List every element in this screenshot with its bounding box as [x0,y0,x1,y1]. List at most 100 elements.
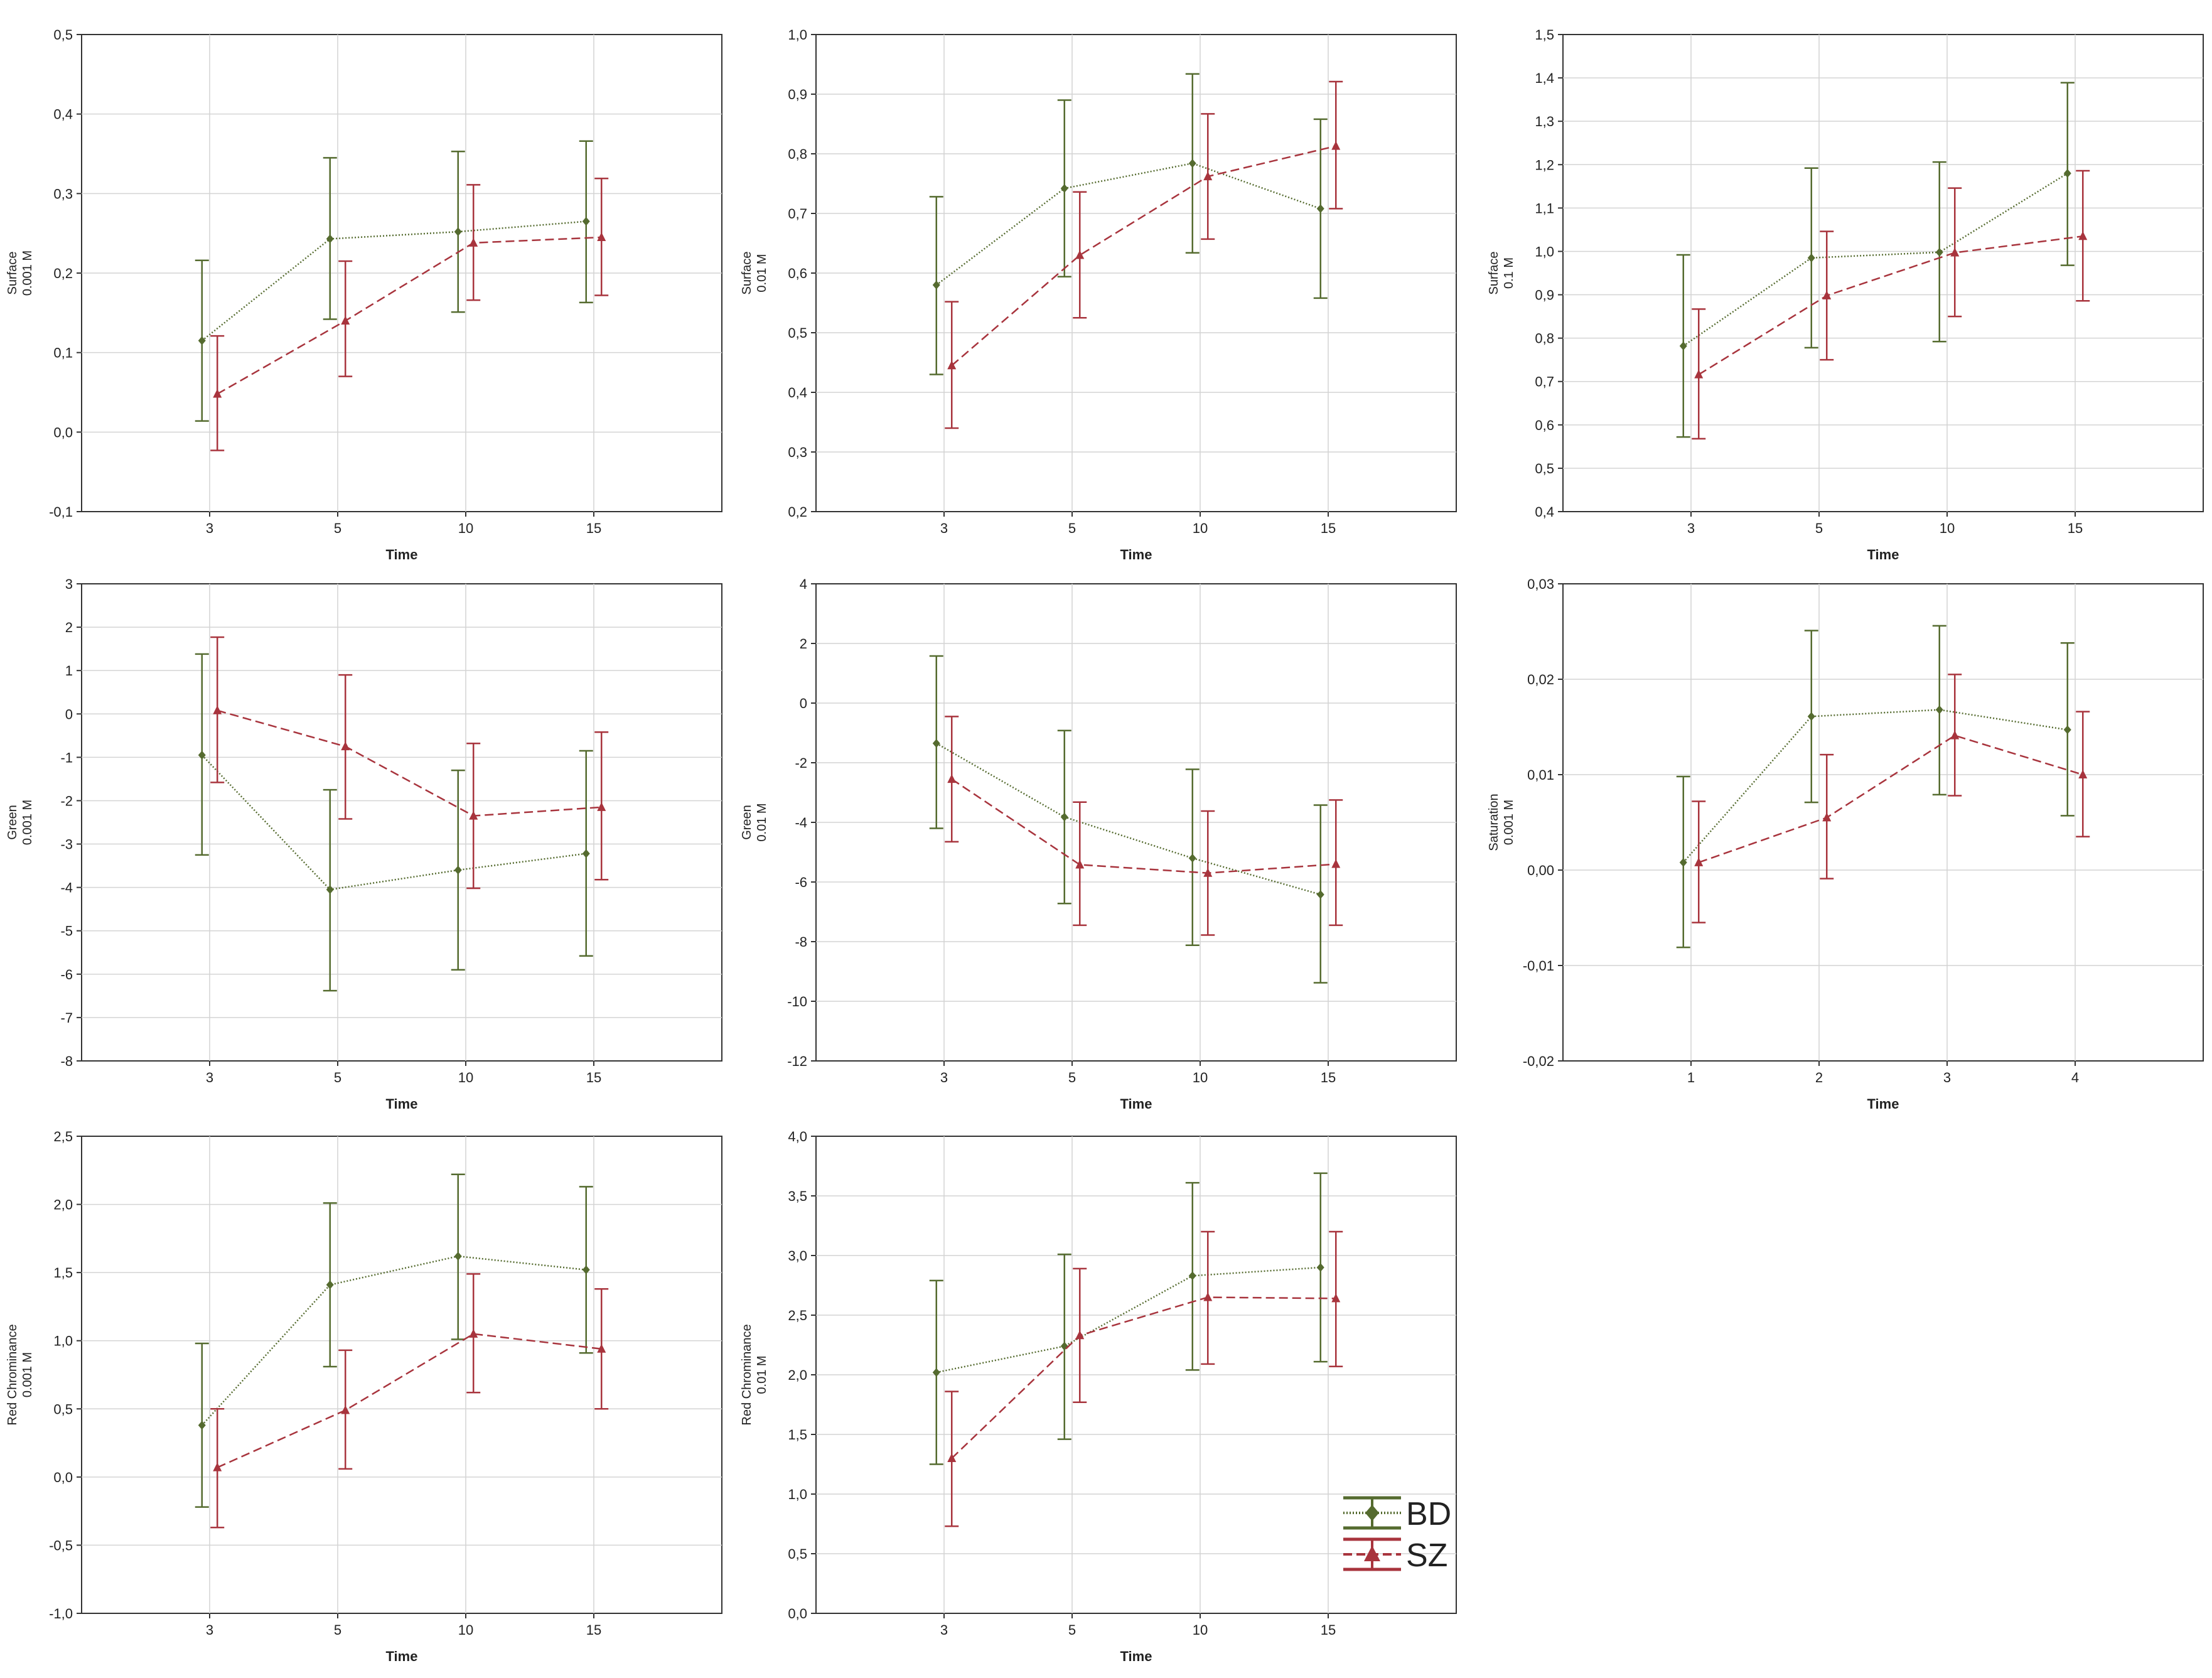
data-point-diamond [1316,890,1324,899]
data-point-diamond [1807,712,1815,721]
y-tick-label: 0,4 [788,385,807,401]
y-tick-label: 0,03 [1527,576,1554,592]
data-point-triangle [469,1328,478,1338]
series-sz [210,178,609,451]
x-tick-label: 5 [1068,520,1076,536]
y-tick-label: 0,00 [1527,863,1554,878]
x-tick-label: 5 [1068,1070,1076,1085]
y-tick-label: 1,1 [1535,200,1554,216]
y-tick-label: 2,0 [53,1197,73,1213]
y-tick-label: 2 [65,620,73,635]
series-line-sz [217,1333,602,1468]
data-point-triangle [1331,1293,1341,1303]
data-point-diamond [582,1265,590,1274]
y-tick-label: 2,5 [788,1308,807,1323]
data-point-triangle [1203,868,1213,877]
data-point-diamond [1060,812,1068,822]
legend-entry-bd: BD [1343,1496,1451,1532]
y-tick-label: 3,0 [788,1248,807,1264]
y-tick-label: 1,0 [788,1487,807,1502]
data-point-diamond [1188,159,1196,168]
y-tick-label: 0,8 [1535,331,1554,347]
y-tick-label: 1 [65,663,73,679]
series-line-sz [951,145,1336,367]
y-tick-label: -0,5 [49,1537,73,1553]
y-tick-label: 0,5 [53,27,73,43]
series-line-sz [1698,734,2083,864]
x-tick-label: 15 [586,1622,601,1638]
data-point-diamond [582,849,590,858]
y-tick-label: -1,0 [49,1606,73,1622]
y-tick-label: 0,5 [788,1546,807,1562]
series-bd [929,655,1328,984]
data-point-diamond [1935,705,1943,714]
y-tick-label: 0,7 [788,206,807,222]
x-tick-label: 3 [940,1622,948,1638]
series-line-bd [201,220,586,342]
y-tick-label: 0,2 [788,504,807,520]
chart-panel-2: 0,2 0,3 0,4 0,5 0,6 0,7 0,8 0,9 1,0 3 5 10 15 Time Sur… [740,27,1457,562]
y-tick-label: 0,01 [1527,767,1554,783]
x-tick-label: 10 [458,1622,473,1638]
y-axis-title: Green 0.001 M [6,800,35,845]
y-tick-label: 0 [65,706,73,722]
y-tick-label: 0,0 [53,1470,73,1485]
data-point-diamond [454,866,462,874]
x-tick-label: 15 [586,520,601,536]
series-line-bd [201,1255,586,1426]
chart-panel-5: -12 -10 -8 -6 -4 -2 0 2 4 3 5 10 15 Time Green 0.01 M [740,576,1457,1112]
x-tick-label: 10 [1193,520,1208,536]
data-point-triangle [1694,369,1704,379]
plot-frame [81,583,722,1062]
x-axis-title: Time [1867,547,1899,562]
data-point-triangle [213,389,222,398]
x-tick-label: 15 [1321,1622,1336,1638]
data-point-diamond [932,739,940,748]
y-tick-label: 0,9 [1535,288,1554,303]
data-point-diamond [454,227,462,237]
series-sz [210,1273,609,1529]
x-tick-label: 10 [1193,1070,1208,1085]
series-sz [945,1230,1343,1527]
y-tick-label: 2 [800,636,807,652]
y-tick-label: -10 [787,994,807,1009]
data-point-triangle [597,802,606,811]
series-bd [195,653,593,992]
data-point-diamond [198,336,206,345]
y-tick-label: 2,5 [53,1129,73,1144]
y-tick-label: 3,5 [788,1188,807,1204]
y-tick-label: -3 [60,837,73,852]
data-point-triangle [1331,859,1341,868]
data-point-diamond [2063,169,2071,178]
series-line-bd [936,743,1321,896]
x-tick-label: 10 [1940,520,1955,536]
data-point-triangle [341,1405,350,1414]
data-point-diamond [326,1280,334,1289]
data-point-diamond [932,281,940,289]
y-tick-label: -12 [787,1053,807,1069]
y-tick-label: 0,3 [53,186,73,202]
x-tick-label: 3 [1943,1070,1951,1085]
plot-frame [81,1136,722,1614]
data-point-diamond [1188,1271,1196,1281]
x-tick-label: 2 [1815,1070,1823,1085]
data-point-diamond [1316,204,1324,213]
y-tick-label: -0,01 [1523,958,1554,974]
y-axis-title: Surface 0.1 M [1487,252,1516,295]
data-point-triangle [597,232,606,241]
data-point-triangle [1822,812,1832,822]
data-point-diamond [326,885,334,895]
chart-panel-1: -0,1 0,0 0,1 0,2 0,3 0,4 0,5 3 5 10 15 Time Surface 0… [6,27,722,562]
y-tick-label: 0,0 [788,1606,807,1622]
series-line-bd [936,162,1321,286]
y-tick-label: -1 [60,750,73,765]
y-tick-label: 1,3 [1535,114,1554,129]
y-tick-label: -6 [60,967,73,982]
x-tick-label: 3 [940,520,948,536]
data-point-triangle [2078,770,2088,778]
y-tick-label: 1,5 [1535,27,1554,43]
data-point-diamond [454,1252,462,1261]
data-point-triangle [947,1453,957,1462]
legend: BD SZ [1343,1496,1451,1574]
data-point-triangle [1075,1330,1085,1340]
